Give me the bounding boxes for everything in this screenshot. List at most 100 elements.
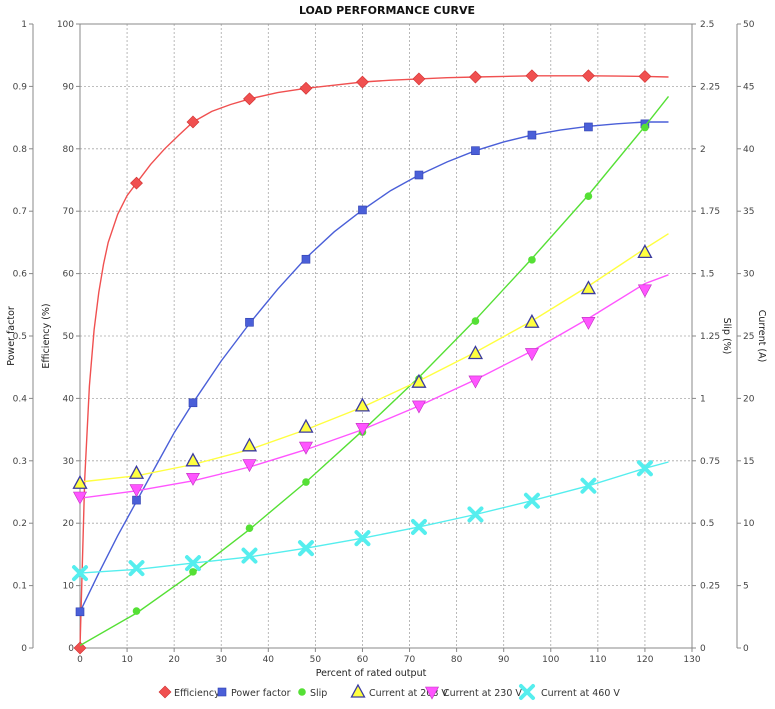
data-point-current-at-230-v	[355, 423, 370, 436]
slip-tick-label: 1.25	[700, 332, 720, 342]
x-tick-label: 100	[542, 655, 559, 665]
legend-item-current-at-208-v: Current at 208 V	[350, 683, 448, 699]
legend-marker-efficiency	[158, 685, 172, 699]
power-factor-tick-label: 0.3	[13, 457, 27, 467]
data-point-current-at-208-v	[128, 464, 145, 479]
x-tick-label: 120	[636, 655, 653, 665]
x-tick-label: 60	[357, 655, 369, 665]
efficiency-tick-label: 40	[63, 394, 75, 404]
slip-tick-label: 0.25	[700, 582, 720, 592]
efficiency-tick-label: 50	[63, 332, 75, 342]
data-point-slip	[641, 123, 649, 132]
data-point-current-at-460-v	[523, 492, 540, 509]
power-factor-tick-label: 0.9	[13, 82, 28, 92]
data-point-efficiency	[243, 92, 256, 106]
efficiency-tick-label: 20	[63, 519, 75, 529]
efficiency-tick-label: 60	[63, 270, 75, 280]
data-point-slip	[528, 256, 536, 264]
data-point-current-at-208-v	[72, 474, 88, 489]
data-point-current-at-230-v	[185, 472, 200, 486]
legend-item-power-factor: Power factor	[217, 687, 291, 699]
data-point-current-at-208-v	[411, 373, 427, 388]
power-factor-tick-label: 0	[21, 644, 27, 654]
x-tick-label: 0	[77, 655, 83, 665]
data-point-current-at-230-v	[581, 316, 596, 330]
data-point-power-factor	[188, 398, 198, 408]
data-point-power-factor	[414, 170, 424, 180]
current-tick-label: 10	[743, 519, 755, 529]
series-line-current-at-208-v	[79, 233, 669, 483]
x-tick-label: 30	[216, 655, 228, 665]
data-point-power-factor	[245, 317, 254, 327]
data-point-current-at-230-v	[129, 484, 144, 498]
series-current-at-208-v	[72, 233, 669, 489]
data-point-current-at-460-v	[636, 460, 653, 477]
legend-label: Power factor	[231, 688, 291, 699]
data-point-current-at-460-v	[297, 540, 314, 557]
efficiency-tick-label: 10	[63, 582, 75, 592]
data-point-efficiency	[412, 72, 426, 86]
legend-label: Slip	[310, 688, 327, 699]
x-marker-stroke	[128, 560, 145, 577]
data-point-current-at-460-v	[72, 565, 88, 582]
legend-item-current-at-460-v: Current at 460 V	[519, 684, 620, 700]
chart-title: LOAD PERFORMANCE CURVE	[299, 4, 475, 17]
power-factor-tick-label: 0.1	[13, 582, 27, 592]
slip-axis-label: Slip (%)	[721, 318, 732, 355]
slip-tick-label: 1.75	[700, 207, 720, 217]
x-tick-label: 110	[589, 655, 606, 665]
data-point-slip	[132, 607, 141, 615]
legend-label: Current at 208 V	[369, 688, 448, 699]
grid	[80, 24, 692, 648]
data-point-efficiency	[525, 69, 539, 83]
current-axis-label: Current (A)	[756, 310, 767, 363]
data-point-current-at-460-v	[467, 506, 484, 523]
slip-tick-label: 1.5	[700, 270, 714, 280]
series-line-power-factor	[79, 121, 669, 613]
data-point-current-at-208-v	[241, 437, 258, 452]
power-factor-tick-label: 0.6	[13, 270, 28, 280]
x-tick-label: 70	[404, 655, 416, 665]
power-factor-axis-label: Power factor	[6, 306, 17, 366]
data-point-slip	[189, 568, 197, 576]
data-point-power-factor	[584, 122, 593, 132]
legend-marker-current-at-230-v	[424, 686, 440, 700]
current-tick-label: 5	[743, 582, 749, 592]
x-marker-stroke	[636, 460, 653, 477]
data-point-efficiency	[299, 81, 313, 95]
series-line-current-at-230-v	[79, 274, 669, 499]
data-point-slip	[471, 317, 480, 325]
legend-item-slip: Slip	[298, 688, 327, 699]
data-point-efficiency	[356, 75, 369, 89]
x-tick-label: 40	[263, 655, 275, 665]
x-tick-label: 90	[498, 655, 510, 665]
current-tick-label: 30	[743, 270, 755, 280]
x-marker-stroke	[410, 518, 427, 535]
current-tick-label: 35	[743, 207, 754, 217]
data-point-current-at-460-v	[128, 560, 145, 577]
series-power-factor	[75, 119, 669, 617]
current-tick-label: 40	[743, 145, 755, 155]
slip-tick-label: 0	[700, 644, 706, 654]
x-marker-stroke	[297, 540, 314, 557]
series-slip	[79, 95, 670, 647]
power-factor-tick-label: 0.4	[13, 394, 28, 404]
data-point-efficiency	[469, 70, 482, 84]
slip-tick-label: 0.75	[700, 457, 720, 467]
slip-tick-label: 2.5	[700, 20, 714, 30]
power-factor-tick-label: 1	[21, 20, 27, 30]
x-marker-stroke	[241, 547, 258, 564]
slip-tick-label: 0.5	[700, 519, 714, 529]
data-point-current-at-230-v	[411, 400, 426, 414]
data-point-efficiency	[582, 69, 595, 83]
legend-item-current-at-230-v: Current at 230 V	[424, 686, 522, 700]
power-factor-tick-label: 0.5	[13, 332, 27, 342]
legend-marker-slip	[298, 688, 306, 696]
data-point-power-factor	[471, 146, 480, 155]
efficiency-tick-label: 30	[63, 457, 75, 467]
data-point-current-at-208-v	[637, 244, 653, 259]
data-point-current-at-230-v	[242, 459, 257, 473]
x-marker-stroke	[580, 477, 597, 494]
data-point-slip	[245, 524, 254, 532]
current-tick-label: 20	[743, 394, 755, 404]
